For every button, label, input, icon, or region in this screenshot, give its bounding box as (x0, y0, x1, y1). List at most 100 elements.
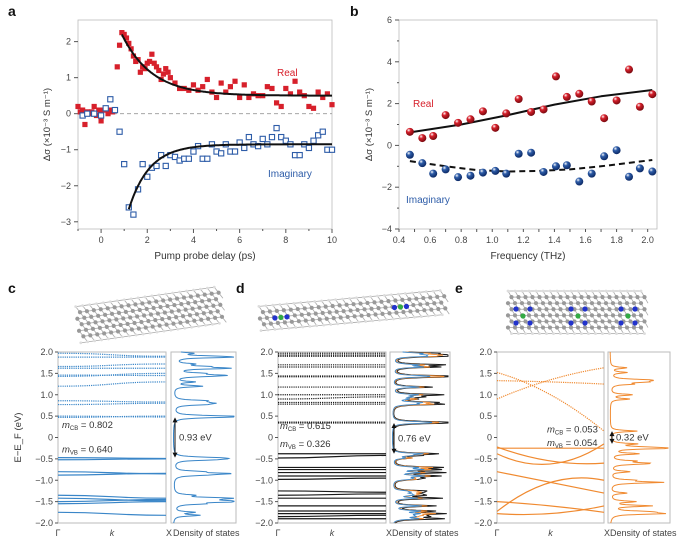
atom (527, 289, 531, 293)
atom (425, 301, 430, 306)
atom (380, 311, 385, 316)
atom (79, 341, 83, 345)
y-tick-label: 2.0 (40, 347, 53, 357)
atom (350, 321, 354, 325)
atom (150, 324, 155, 329)
data-point-imaginary (107, 96, 114, 103)
mass-subscript: VB (288, 445, 296, 451)
atom (600, 294, 605, 300)
atom (643, 332, 646, 336)
atom (524, 332, 527, 336)
data-point-real (160, 71, 167, 77)
atom (96, 313, 101, 318)
atom (393, 298, 398, 303)
data-point-real (527, 107, 536, 116)
mass-subscript: CB (70, 426, 78, 432)
data-point-real (146, 58, 153, 65)
atom (331, 316, 336, 321)
atom (373, 312, 378, 317)
atom (119, 304, 124, 309)
atom (551, 307, 556, 312)
dopant-atom (618, 306, 624, 312)
y-tick-label: 0 (48, 433, 53, 443)
data-point-real (278, 103, 284, 110)
atom (114, 336, 117, 340)
atom (618, 289, 622, 293)
data-point-imaginary (319, 128, 326, 135)
atom (632, 289, 636, 293)
data-point-real (137, 69, 143, 75)
y-tick-label: 1.5 (479, 368, 492, 378)
y-tick-label: −1.0 (474, 475, 492, 485)
atom (89, 314, 94, 319)
atom (413, 315, 416, 319)
atom (400, 297, 405, 303)
m-cb-label-c: mCB = 0.802 (62, 420, 113, 432)
data-point-real (190, 82, 197, 88)
data-point-real (177, 85, 183, 92)
atom (86, 340, 90, 344)
atom (165, 303, 170, 309)
atom (176, 308, 181, 313)
atom (569, 289, 573, 293)
atom (296, 319, 301, 324)
band-frame-d (277, 351, 387, 524)
atom (206, 298, 212, 303)
atom (218, 302, 223, 307)
atom (201, 311, 206, 316)
molecule-e-porphyrin (505, 289, 649, 336)
y-tick-label: 1.5 (260, 368, 273, 378)
x-tick-label: 2 (145, 235, 150, 245)
atom (135, 314, 140, 319)
conduction-band (496, 371, 605, 432)
atom (418, 302, 423, 307)
atom (313, 311, 318, 316)
mass-value: = 0.802 (78, 420, 113, 431)
atom (123, 309, 128, 314)
data-point-real (200, 84, 206, 90)
atom (215, 309, 220, 314)
y-tick-label: 1.0 (260, 390, 273, 400)
atom (100, 319, 105, 324)
valence-band (57, 472, 167, 476)
data-point-imaginary (551, 162, 560, 171)
atom (329, 323, 333, 326)
valence-band (277, 490, 387, 493)
atom (98, 307, 103, 312)
atom (383, 293, 386, 297)
atom (260, 310, 265, 315)
atom (583, 289, 587, 293)
atom (601, 332, 604, 336)
atom (299, 312, 304, 317)
atom (77, 310, 83, 315)
atom (164, 292, 168, 296)
atom (530, 294, 535, 300)
atom (526, 313, 532, 318)
dopant-atom (284, 314, 290, 320)
atom (115, 329, 121, 334)
atom (281, 308, 286, 313)
atom (590, 289, 594, 293)
valence-band (57, 498, 167, 503)
atom (568, 301, 574, 306)
atom (337, 303, 342, 308)
data-point-real (315, 89, 321, 95)
data-point-real (491, 123, 500, 132)
atom (129, 297, 133, 301)
data-point-real (227, 84, 233, 90)
y-tick-label: 1.5 (40, 368, 53, 378)
atom (417, 290, 421, 294)
atom (615, 332, 618, 336)
atom (136, 326, 141, 331)
data-point-real (163, 66, 169, 72)
atom (259, 329, 263, 333)
atom (436, 306, 441, 312)
atom (306, 312, 311, 317)
atom (320, 310, 325, 316)
atom (580, 332, 583, 336)
atom (309, 305, 314, 310)
y-tick-label: −1 (61, 145, 71, 155)
gap-arrow-head-up (172, 417, 178, 423)
conduction-band (277, 396, 387, 400)
